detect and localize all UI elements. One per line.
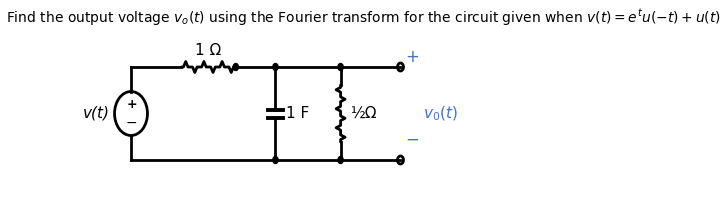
Text: 1 Ω: 1 Ω [195, 43, 222, 58]
Text: Find the output voltage $v_o(t)$ using the Fourier transform for the circuit giv: Find the output voltage $v_o(t)$ using t… [6, 7, 720, 28]
Text: 1 F: 1 F [286, 106, 309, 121]
Text: $v_0(t)$: $v_0(t)$ [423, 104, 458, 123]
Text: +: + [405, 48, 418, 66]
Text: +: + [127, 98, 137, 111]
Circle shape [273, 63, 278, 71]
Text: −: − [126, 115, 138, 129]
Circle shape [273, 157, 278, 163]
Circle shape [233, 63, 238, 71]
Circle shape [338, 63, 343, 71]
Text: v(t): v(t) [83, 106, 110, 121]
Text: ½Ω: ½Ω [350, 106, 376, 121]
Text: −: − [405, 131, 418, 149]
Circle shape [338, 157, 343, 163]
